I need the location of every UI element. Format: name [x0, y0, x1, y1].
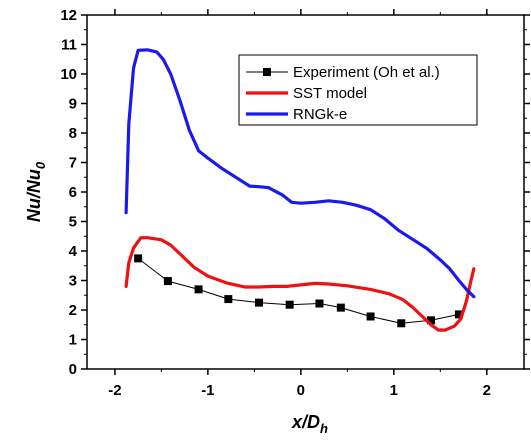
- y-axis-title: Nu/Nu0: [24, 161, 48, 222]
- data-point: [255, 298, 264, 307]
- y-tick-label: 1: [69, 332, 77, 349]
- series-line-0: [137, 257, 460, 324]
- y-tick-label: 8: [69, 125, 77, 142]
- x-tick-label: -1: [201, 382, 214, 399]
- data-point: [224, 295, 233, 304]
- x-tick-label: -2: [108, 382, 121, 399]
- legend-label-1: SST model: [293, 85, 367, 102]
- y-tick-label: 5: [69, 214, 77, 231]
- data-point: [134, 254, 143, 263]
- data-point: [194, 285, 203, 294]
- legend-marker: [263, 68, 271, 76]
- x-axis-title: x/Dh: [291, 412, 328, 436]
- legend-label-0: Experiment (Oh et al.): [293, 64, 440, 81]
- x-tick-label: 0: [297, 382, 305, 399]
- y-tick-label: 10: [60, 66, 77, 83]
- data-point: [163, 277, 172, 286]
- y-tick-label: 12: [60, 7, 77, 24]
- legend: Experiment (Oh et al.) SST model RNGk-e: [238, 54, 478, 126]
- y-tick-label: 4: [69, 243, 78, 260]
- data-point: [336, 303, 345, 312]
- y-tick-label: 0: [69, 361, 77, 378]
- data-point: [454, 310, 463, 319]
- series-line-2: [124, 48, 476, 299]
- data-point: [397, 319, 406, 328]
- y-tick-label: 6: [69, 184, 77, 201]
- data-point: [366, 312, 375, 321]
- y-tick-label: 7: [69, 155, 77, 172]
- y-tick-label: 2: [69, 302, 77, 319]
- series-line-1: [124, 236, 476, 332]
- data-point: [427, 316, 436, 325]
- x-tick-label: 1: [390, 382, 398, 399]
- x-tick-label: 2: [483, 382, 491, 399]
- series-layer: [124, 48, 476, 332]
- x-axis: -2 -1 0 1 2: [108, 9, 491, 399]
- y-tick-label: 11: [61, 37, 77, 54]
- data-point: [315, 299, 324, 308]
- legend-items: Experiment (Oh et al.) SST model RNGk-e: [246, 64, 440, 123]
- y-tick-label: 9: [69, 96, 77, 113]
- data-point: [285, 300, 294, 309]
- legend-label-2: RNGk-e: [293, 106, 347, 123]
- y-tick-label: 3: [69, 273, 77, 290]
